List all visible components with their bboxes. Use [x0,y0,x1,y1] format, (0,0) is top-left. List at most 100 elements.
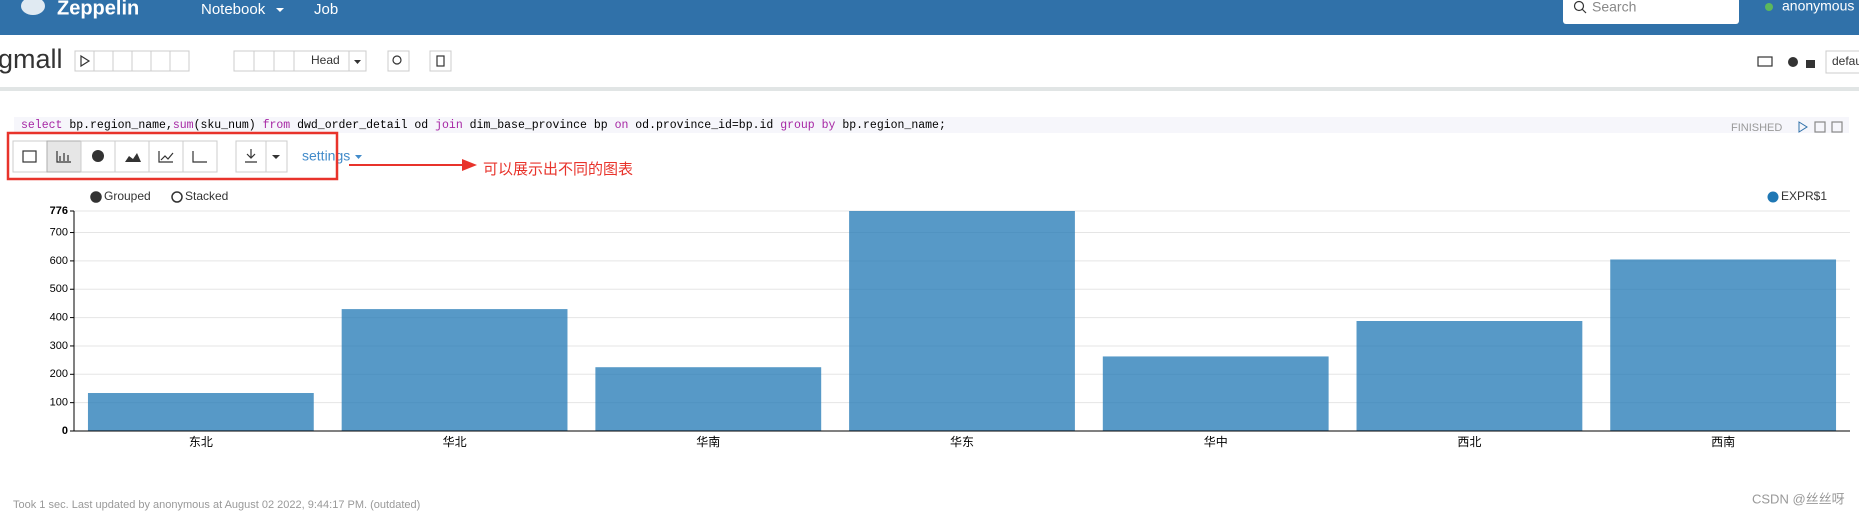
chart-toolbar: settings [12,140,362,173]
y-tick-label: 200 [50,368,68,380]
shortcut-icon[interactable] [1757,56,1773,67]
search-icon [1581,8,1587,14]
clear-output[interactable] [131,50,152,72]
y-tick-label: 0 [62,425,68,437]
code-token: on [615,119,629,132]
y-tick-label: 700 [50,226,68,238]
code-token: dwd_order_detail od [290,119,435,132]
icon [436,55,445,67]
x-tick-label: 华中 [1204,434,1228,449]
caret [355,155,362,159]
search-box[interactable] [1563,0,1739,24]
search-icon [1573,0,1585,12]
search-placeholder: Search [1592,0,1636,15]
legend-option-marker [171,191,183,203]
run-icon[interactable] [1798,121,1808,133]
bar [87,393,314,431]
icon [92,150,104,162]
revisions[interactable] [253,50,275,72]
icon [192,151,207,163]
export[interactable] [169,50,190,72]
bar [595,367,822,431]
x-tick-label: 华东 [950,435,974,449]
code-token: od.province_id=bp.id [628,119,780,132]
compare[interactable] [273,50,295,72]
area-view[interactable] [114,140,150,173]
y-tick-label: 100 [50,397,68,409]
y-tick-label: 776 [50,205,68,217]
menu-job[interactable]: Job [314,1,338,18]
menu-notebook[interactable]: Notebook [201,1,266,18]
x-tick-label: 华南 [696,434,720,449]
y-tick-label: 500 [50,283,68,295]
code-line: select bp.region_name,sum(sku_num) from … [21,119,946,132]
head-label: Head [311,53,340,67]
status-dot [1765,3,1773,11]
code-token: dim_base_province bp [463,119,615,132]
bar [1102,356,1329,431]
watermark: CSDN @丝丝呀 [1752,491,1845,506]
y-tick-label: 600 [50,255,68,267]
x-tick-label: 西北 [1457,435,1481,449]
icon [56,151,71,163]
arrow-head [462,159,477,171]
code-token: join [435,119,463,132]
code-token: select [21,119,62,132]
version-control[interactable] [233,50,255,72]
caret [276,8,284,12]
caret [354,60,361,64]
annotation: 可以展示出不同的图表 [483,161,633,178]
x-tick-label: 华北 [443,435,467,449]
bar [849,211,1075,431]
table-view[interactable] [12,140,48,173]
toggle-code[interactable] [93,50,114,72]
caret [272,155,280,159]
legend-option[interactable]: Grouped [104,189,151,203]
legend-label: EXPR$1 [1781,189,1827,203]
delete-button[interactable] [429,50,452,72]
icon [158,151,174,163]
note-toolbar: Head default [74,50,1859,74]
editor[interactable] [14,117,1849,133]
code-token: bp.region_name, [62,119,172,132]
run-all[interactable] [74,50,95,72]
icon [245,149,257,163]
header-shadow [0,87,1859,91]
interpreter: default [1832,54,1859,68]
footer: Took 1 sec. Last updated by anonymous at… [13,499,420,511]
status: FINISHED [1731,122,1782,134]
search-button[interactable] [387,50,410,72]
interpreter-box[interactable] [1825,50,1859,74]
clone[interactable] [150,50,171,72]
code-token: bp.region_name; [835,119,945,132]
bar [1610,259,1837,431]
icon [22,150,37,163]
settings-icon[interactable] [1788,57,1798,67]
output-icon[interactable] [1831,121,1843,133]
bar [1356,321,1583,431]
legend-marker [1767,191,1779,203]
legend-option[interactable]: Stacked [185,189,228,203]
logo [21,0,45,15]
code-token: (sku_num) [194,119,263,132]
navbar [0,0,1859,35]
legend-option-marker [90,191,102,203]
scatter-view[interactable] [182,140,218,173]
settings-link[interactable]: settings [302,148,350,164]
brand[interactable]: Zeppelin [57,0,139,19]
code-token: sum [173,119,194,132]
y-tick-label: 400 [50,312,68,324]
toggle-output[interactable] [112,50,133,72]
lock-icon[interactable] [1806,60,1815,68]
hide-icon[interactable] [1814,121,1826,133]
y-tick-label: 300 [50,340,68,352]
bar [341,309,568,431]
code-token: group by [780,119,835,132]
note-title: gmall [0,44,63,74]
icon [125,153,141,162]
icon [392,55,402,65]
highlight-box [6,131,339,181]
user[interactable]: anonymous [1782,0,1854,14]
